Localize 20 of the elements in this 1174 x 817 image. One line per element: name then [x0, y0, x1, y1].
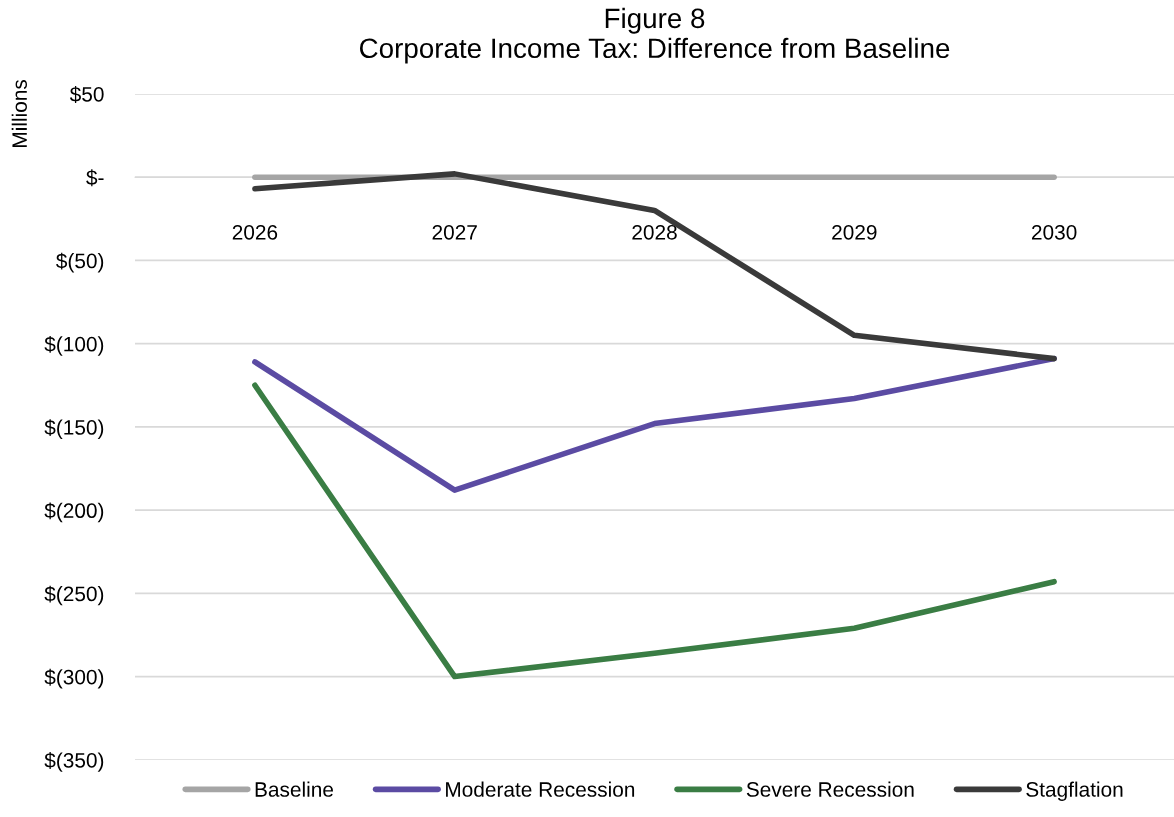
- legend-label: Stagflation: [1026, 781, 1123, 801]
- x-tick-label: 2029: [832, 224, 877, 240]
- y-tick-label: $50: [69, 86, 104, 103]
- y-tick-label: $(150): [44, 419, 104, 439]
- y-tick-label: $(50): [56, 252, 104, 273]
- legend-label: Moderate Recession: [446, 781, 635, 797]
- y-tick-label: $(300): [44, 668, 104, 689]
- legend-label: Severe Recession: [746, 781, 914, 797]
- y-tick-label: $-: [86, 169, 104, 187]
- x-tick-label: 2028: [632, 224, 677, 240]
- y-tick-label: $(100): [44, 335, 104, 356]
- legend-label: Baseline: [255, 781, 334, 797]
- y-axis-title: Millions: [11, 79, 27, 147]
- y-tick-label: $(250): [44, 585, 104, 606]
- y-tick-label: $(200): [44, 502, 104, 523]
- x-tick-label: 2027: [432, 224, 477, 240]
- x-tick-label: 2030: [1031, 224, 1077, 240]
- chart-title: Figure 8 Corporate Income Tax: Difference from Baseline: [360, 7, 950, 64]
- y-tick-label: $(350): [44, 752, 104, 772]
- x-tick-label: 2026: [232, 224, 278, 240]
